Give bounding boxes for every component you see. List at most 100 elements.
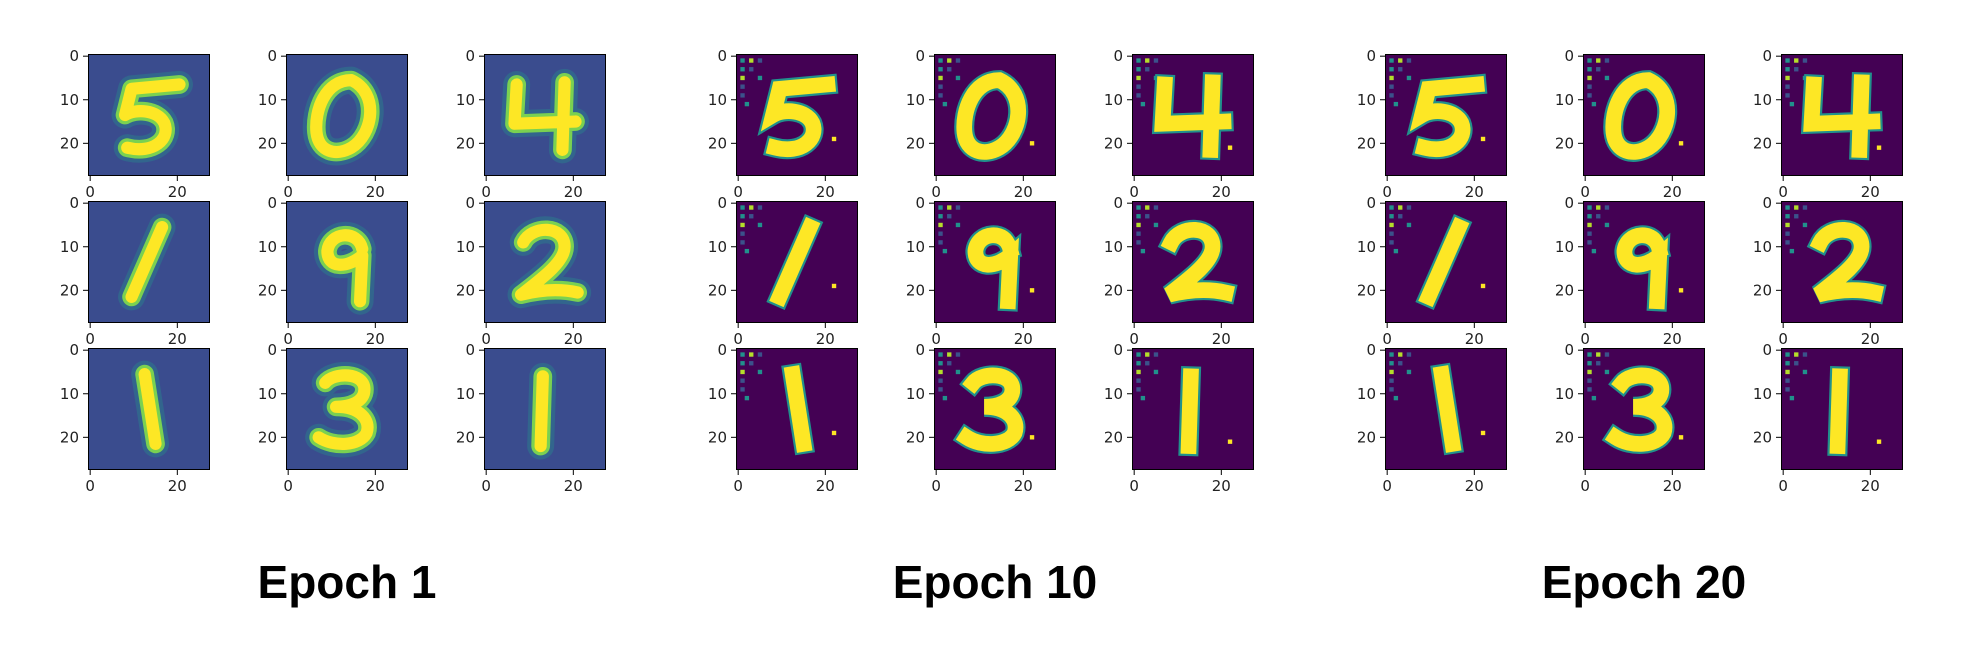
y-tick-label: 20	[456, 134, 475, 152]
digit-subplot: 0 10 20 0 20	[1104, 341, 1254, 495]
y-tick-label: 20	[1104, 281, 1123, 299]
y-tick-label: 0	[717, 194, 727, 212]
digit-subplot: 0 10 20 0 20	[708, 47, 858, 201]
epoch-label: Epoch 10	[892, 556, 1098, 608]
axes-frame	[736, 201, 858, 323]
artifact-pixel	[1604, 352, 1610, 357]
y-tick-label: 20	[60, 134, 79, 152]
x-tick-label: 20	[1014, 183, 1033, 201]
artifact-pixel	[1136, 369, 1141, 375]
artifact-pixel	[1794, 214, 1799, 219]
digit-image	[1781, 348, 1903, 470]
y-tick-label: 20	[1753, 134, 1772, 152]
axes-frame	[1385, 54, 1507, 176]
y-tick-label: 10	[708, 238, 727, 256]
artifact-pixel	[1785, 93, 1790, 98]
y-tick-label: 10	[1555, 91, 1574, 109]
y-tick-label: 20	[708, 134, 727, 152]
digit-image	[286, 201, 408, 323]
artifact-pixel	[1389, 67, 1394, 72]
artifact-pixel	[1604, 222, 1610, 228]
artifact-pixel	[1145, 58, 1150, 63]
stray-pixel	[1876, 292, 1882, 297]
x-tick-label: 0	[1382, 477, 1392, 495]
artifact-pixel	[955, 352, 961, 357]
artifact-pixel	[942, 248, 948, 254]
y-tick-label: 10	[1357, 385, 1376, 403]
stray-pixel	[1480, 136, 1486, 142]
digit-stroke	[1409, 75, 1486, 157]
axes-frame	[1132, 54, 1254, 176]
x-tick-label: 0	[733, 183, 743, 201]
y-tick-label: 0	[1762, 47, 1772, 65]
x-tick-label: 0	[283, 477, 293, 495]
axes-frame	[934, 348, 1056, 470]
digit-stroke	[321, 229, 369, 308]
artifact-pixel	[1153, 58, 1159, 63]
artifact-pixel	[740, 93, 745, 98]
x-tick-label: 0	[85, 183, 95, 201]
axes-frame	[286, 201, 408, 323]
artifact-pixel	[938, 58, 943, 63]
digit-subplot: 0 10 20 0 20	[60, 341, 210, 495]
x-tick-label: 20	[168, 330, 187, 348]
artifact-pixel	[740, 58, 745, 63]
artifact-pixel	[1596, 361, 1601, 366]
y-tick-label: 0	[69, 47, 79, 65]
artifact-pixel	[1591, 248, 1597, 254]
digit-image	[736, 348, 858, 470]
artifact-pixel	[1785, 240, 1790, 245]
artifact-pixel	[938, 75, 943, 81]
x-tick-label: 0	[1129, 477, 1139, 495]
y-tick-label: 0	[1564, 47, 1574, 65]
x-tick-label: 20	[1212, 477, 1231, 495]
y-tick-label: 10	[1753, 385, 1772, 403]
x-tick-label: 20	[1212, 183, 1231, 201]
artifact-pixel	[1802, 352, 1808, 357]
artifact-pixel	[938, 214, 943, 219]
x-tick-label: 0	[1382, 330, 1392, 348]
stray-pixel	[831, 283, 837, 289]
artifact-pixel	[1785, 84, 1790, 89]
artifact-pixel	[1406, 75, 1412, 81]
y-tick-label: 10	[1753, 91, 1772, 109]
stray-pixel	[1227, 292, 1233, 297]
artifact-pixel	[1587, 387, 1592, 392]
digit-stroke	[310, 74, 377, 158]
x-tick-label: 20	[1861, 477, 1880, 495]
digit-stroke	[138, 368, 162, 450]
y-tick-label: 0	[267, 341, 277, 359]
digit-image	[1132, 54, 1254, 176]
artifact-pixel	[1398, 361, 1403, 366]
digit-subplot: 0 10 20 0 20	[1555, 341, 1705, 495]
x-tick-label: 20	[1212, 330, 1231, 348]
stray-pixel	[1029, 435, 1035, 440]
axes-frame	[484, 348, 606, 470]
artifact-pixel	[1596, 67, 1601, 72]
epoch-label: Epoch 1	[257, 556, 437, 608]
artifact-pixel	[740, 387, 745, 392]
y-tick-label: 0	[915, 47, 925, 65]
digit-image	[88, 201, 210, 323]
x-tick-label: 20	[816, 183, 835, 201]
artifact-pixel	[1153, 222, 1159, 228]
y-tick-label: 20	[258, 281, 277, 299]
y-tick-label: 10	[906, 238, 925, 256]
digit-stroke	[1803, 74, 1881, 158]
epoch-group: 0 10 20 0 20 0 10 20 0 20 0 10 20 0 20 0 10 20 0 20 0 10 20 0 20…	[708, 47, 1254, 495]
artifact-pixel	[1596, 205, 1601, 210]
digit-image	[1132, 201, 1254, 323]
artifact-pixel	[1136, 67, 1141, 72]
stray-pixel	[1029, 141, 1035, 146]
digit-image	[88, 348, 210, 470]
x-tick-label: 0	[1129, 183, 1139, 201]
x-tick-label: 0	[931, 330, 941, 348]
artifact-pixel	[1145, 361, 1150, 366]
artifact-pixel	[938, 93, 943, 98]
digit-image	[1385, 348, 1507, 470]
artifact-pixel	[1136, 378, 1141, 383]
y-tick-label: 0	[1113, 194, 1123, 212]
artifact-pixel	[1802, 222, 1808, 228]
artifact-pixel	[947, 67, 952, 72]
